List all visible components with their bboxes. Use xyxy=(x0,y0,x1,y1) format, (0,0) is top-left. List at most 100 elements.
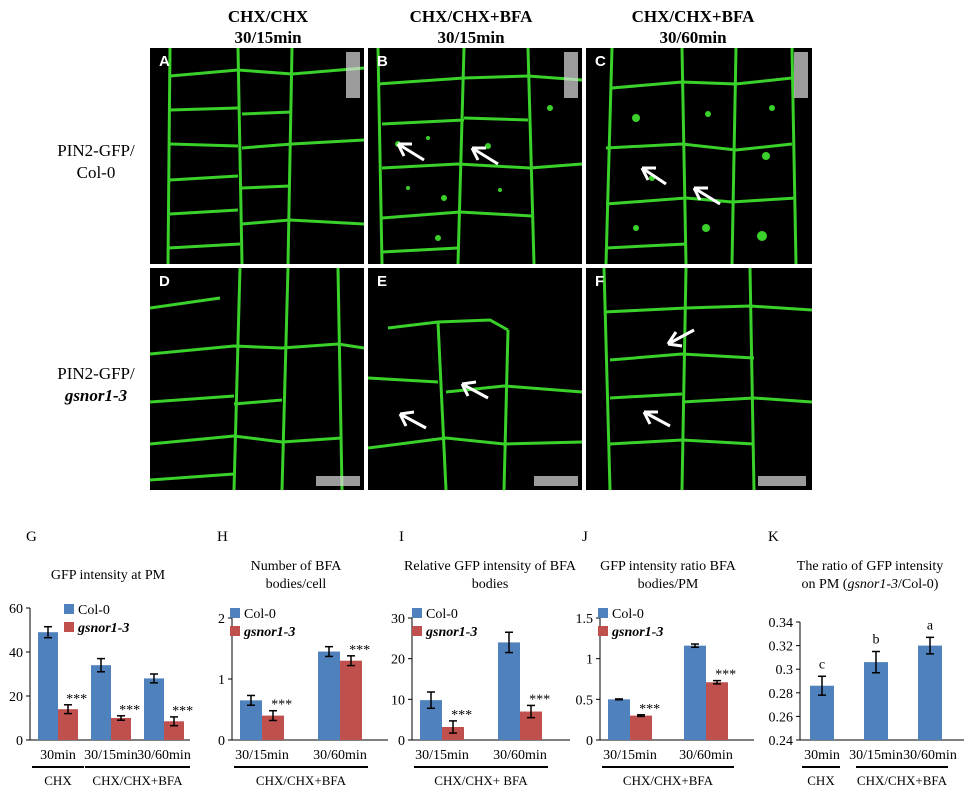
micrograph-panel-f: F xyxy=(586,268,812,490)
legend-label: gsnor1-3 xyxy=(243,625,295,640)
micrograph-panel-a: A xyxy=(150,48,364,264)
legend-swatch xyxy=(230,608,240,618)
bar-gsnor xyxy=(111,718,131,740)
bar-col0 xyxy=(240,700,262,740)
micrograph-f-image xyxy=(602,268,812,490)
legend-swatch xyxy=(598,608,608,618)
y-tick-label: 30 xyxy=(391,612,405,627)
significance-label: *** xyxy=(529,692,550,707)
x-tick-label: 30/15min xyxy=(84,748,138,763)
micrograph-panel-b: B xyxy=(368,48,582,264)
column-title-3-line2: 30/60min xyxy=(659,28,727,47)
column-title-3: CHX/CHX+BFA 30/60min xyxy=(578,6,808,48)
y-tick-label: 1 xyxy=(218,673,225,688)
y-tick-label: 0 xyxy=(398,734,405,749)
significance-label: *** xyxy=(715,668,736,683)
bar-col0 xyxy=(420,700,442,740)
bar-gsnor xyxy=(706,682,728,740)
legend-swatch xyxy=(230,626,240,636)
x-tick-label: 30/60min xyxy=(903,748,957,763)
significance-label: *** xyxy=(349,643,370,658)
bar-col0 xyxy=(918,645,942,740)
x-tick-label: 30/15min xyxy=(603,748,657,763)
legend-label: Col-0 xyxy=(78,603,110,618)
x-tick-label: 30/60min xyxy=(313,748,367,763)
group-label: CHX/CHX+BFA xyxy=(256,773,347,788)
chart-k-title: The ratio of GFP intensity on PM (gsnor1… xyxy=(772,558,968,594)
chart-j-title: GFP intensity ratio BFA bodies/PM xyxy=(600,559,736,592)
chart-g-title: GFP intensity at PM xyxy=(50,568,166,583)
significance-label: *** xyxy=(66,692,87,707)
micrograph-panel-c: C xyxy=(586,48,812,264)
bar-col0 xyxy=(144,678,164,740)
chart-letter-j: J xyxy=(582,529,588,545)
panel-letter-c: C xyxy=(595,53,606,70)
column-title-3-line1: CHX/CHX+BFA xyxy=(631,7,755,26)
micrograph-b-image xyxy=(376,48,582,264)
significance-label: *** xyxy=(119,703,140,718)
bar-col0 xyxy=(318,651,340,740)
y-tick-label: 0 xyxy=(586,734,593,749)
y-tick-label: 60 xyxy=(9,602,23,617)
y-tick-label: 0.28 xyxy=(769,687,794,702)
y-tick-label: 0.32 xyxy=(769,640,794,655)
y-tick-label: 0.26 xyxy=(769,710,794,725)
row-label-gsnor: PIN2-GFP/ gsnor1-3 xyxy=(36,363,156,407)
chart-letter-i: I xyxy=(399,529,404,545)
row-label-col0-line1: PIN2-GFP/ xyxy=(57,141,135,160)
legend-label: gsnor1-3 xyxy=(77,621,129,636)
legend-label: gsnor1-3 xyxy=(425,625,477,640)
group-label: CHX/CHX+BFA xyxy=(857,773,948,788)
significance-label: *** xyxy=(451,708,472,723)
significance-label: *** xyxy=(172,704,193,719)
chart-h-title: Number of BFA bodies/cell xyxy=(250,559,342,592)
y-tick-label: 0.3 xyxy=(776,663,794,678)
micrograph-e-image xyxy=(368,318,582,490)
y-tick-label: 10 xyxy=(391,693,405,708)
bar-gsnor xyxy=(164,721,184,740)
row-label-gsnor-line2: gsnor1-3 xyxy=(64,386,128,405)
significance-label: c xyxy=(819,657,825,672)
row-label-col0: PIN2-GFP/ Col-0 xyxy=(36,140,156,184)
chart-j: 0 0.5 1 1.5 *** 30/15min *** 30/60min CHX/CHX+BF… xyxy=(576,607,754,788)
group-label: CHX xyxy=(44,773,72,788)
y-tick-label: 0.5 xyxy=(576,693,594,708)
y-tick-label: 0.34 xyxy=(769,616,794,631)
chart-letter-h: H xyxy=(217,529,228,545)
chart-k-title-line2: on PM (gsnor1-3/Col-0) xyxy=(801,577,939,592)
legend-label: Col-0 xyxy=(612,607,644,622)
chart-letter-k: K xyxy=(768,529,779,545)
legend-label: Col-0 xyxy=(426,607,458,622)
bar-col0 xyxy=(91,665,111,740)
micrograph-a-image xyxy=(166,48,364,264)
legend-label: gsnor1-3 xyxy=(611,625,663,640)
bar-col0 xyxy=(38,632,58,740)
chart-k: 0.24 0.26 0.28 0.3 0.32 0.34 c 30min b 30/15min a 3… xyxy=(769,616,964,788)
y-tick-label: 1 xyxy=(586,653,593,668)
legend-swatch xyxy=(64,622,74,632)
significance-label: b xyxy=(873,633,880,648)
panel-letter-f: F xyxy=(595,273,605,290)
legend-swatch xyxy=(64,604,74,614)
legend-label: Col-0 xyxy=(244,607,276,622)
x-tick-label: 30/15min xyxy=(415,748,469,763)
chart-letter-g: G xyxy=(26,529,37,545)
y-tick-label: 1.5 xyxy=(576,612,594,627)
group-label: CHX xyxy=(807,773,835,788)
bar-col0 xyxy=(684,645,706,740)
y-tick-label: 0.24 xyxy=(769,734,794,749)
chart-g: 0 20 40 60 *** 30min *** 30/15min *** 30/60min CHX… xyxy=(9,602,193,788)
y-tick-label: 0 xyxy=(218,734,225,749)
chart-k-title-line1: The ratio of GFP intensity xyxy=(796,559,944,574)
bar-gsnor xyxy=(520,711,542,740)
significance-label: a xyxy=(927,618,934,633)
y-tick-label: 0 xyxy=(16,734,23,749)
x-tick-label: 30/15min xyxy=(849,748,903,763)
chart-h: 0 1 2 *** 30/15min *** 30/60min CHX/CHX+BFA Col-… xyxy=(218,607,388,788)
row-label-gsnor-line1: PIN2-GFP/ xyxy=(57,364,135,383)
column-title-2: CHX/CHX+BFA 30/15min xyxy=(356,6,586,48)
panel-letter-e: E xyxy=(377,273,388,290)
group-label: CHX/CHX+BFA xyxy=(623,773,714,788)
significance-label: *** xyxy=(271,698,292,713)
column-title-1-line2: 30/15min xyxy=(234,28,302,47)
